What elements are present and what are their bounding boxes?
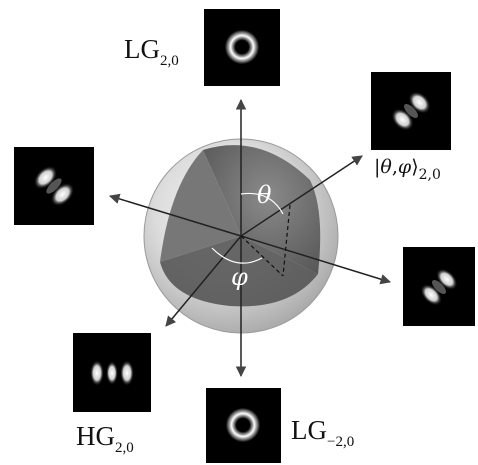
- axis-state-arrow: [240, 155, 363, 237]
- right-mode-image: [403, 247, 475, 326]
- hg-mode-image: [73, 333, 151, 412]
- phi-label: φ: [231, 263, 248, 291]
- lg-top-label: LG2,0: [124, 34, 179, 69]
- axis-lowerleft-arrow: [165, 235, 242, 327]
- phi-arc: [211, 247, 263, 264]
- left-mode-image: [14, 147, 94, 225]
- ket-label: |θ,φ⟩2,0: [374, 156, 441, 183]
- lg-bottom-mode-image: [206, 388, 281, 463]
- sphere-cut-sector: [203, 145, 321, 274]
- projection-dashed-radial: [240, 235, 284, 277]
- theta-label: θ: [257, 181, 272, 209]
- axis-right-arrow: [240, 235, 392, 285]
- theta-arc: [240, 192, 284, 215]
- axis-left-arrow: [108, 193, 242, 237]
- projection-dashed-vertical: [282, 204, 291, 277]
- lg-top-mode-image: [204, 9, 280, 86]
- sphere-lower-sector: [160, 236, 318, 307]
- lg-bottom-label: LG−2,0: [291, 415, 354, 450]
- ket-mode-image: [371, 72, 451, 150]
- sphere-cut-sector-left: [160, 150, 241, 262]
- hg-label: HG2,0: [76, 421, 134, 456]
